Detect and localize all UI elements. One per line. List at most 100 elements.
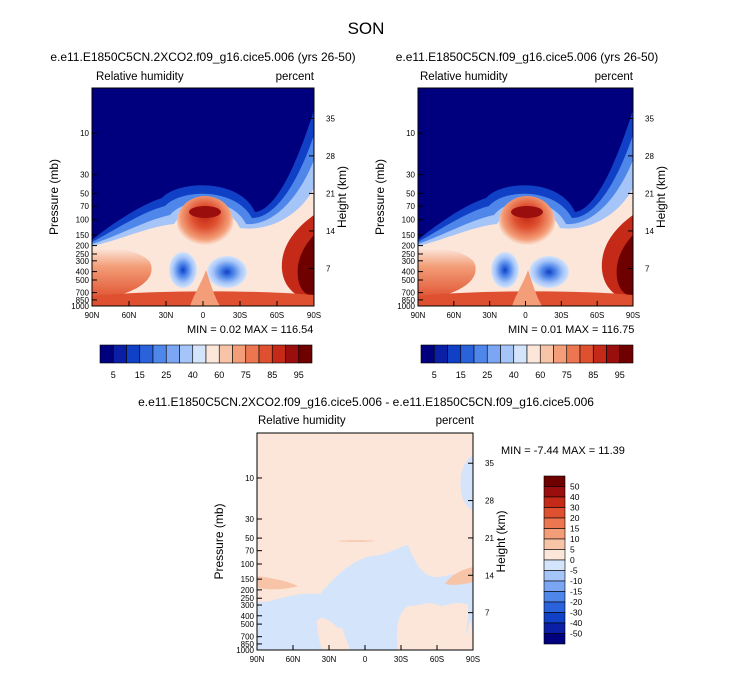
colorbar-box bbox=[258, 344, 273, 364]
variable-label: Relative humidity bbox=[96, 71, 184, 83]
y-tick-label: 200 bbox=[76, 242, 90, 251]
x-tick-label: 60N bbox=[446, 311, 461, 320]
variable-label: Relative humidity bbox=[420, 71, 508, 83]
y-tick-label: 200 bbox=[402, 242, 416, 251]
y-tick-label: 50 bbox=[245, 534, 254, 543]
x-tick-label: 0 bbox=[363, 655, 368, 664]
colorbar-box bbox=[447, 344, 462, 364]
y-tick-label: 300 bbox=[76, 257, 90, 266]
units-label: percent bbox=[595, 71, 634, 83]
colorbar-box bbox=[543, 601, 566, 613]
colorbar-label: 75 bbox=[562, 370, 572, 380]
x-tick-label: 30N bbox=[159, 311, 174, 320]
panel-title: e.e11.E1850C5CN.2XCO2.f09_g16.cice5.006 … bbox=[138, 395, 594, 409]
colorbar-label: 25 bbox=[161, 370, 171, 380]
contour-field bbox=[418, 88, 633, 306]
y-tick-label: 500 bbox=[402, 276, 416, 285]
y-tick-label: 300 bbox=[241, 601, 255, 610]
colorbar-box bbox=[619, 344, 634, 364]
colorbar-box bbox=[232, 344, 247, 364]
y-right-tick-label: 21 bbox=[326, 189, 335, 198]
colorbar-box bbox=[543, 549, 566, 561]
x-tick-label: 30S bbox=[233, 311, 247, 320]
x-tick-label: 30N bbox=[482, 311, 497, 320]
colorbar-label: 85 bbox=[588, 370, 598, 380]
colorbar-box bbox=[543, 475, 566, 487]
colorbar-box bbox=[112, 344, 127, 364]
colorbar-box bbox=[126, 344, 141, 364]
colorbar-box bbox=[543, 580, 566, 592]
colorbar-label: 5 bbox=[570, 545, 575, 555]
colorbar-label: 40 bbox=[570, 492, 580, 502]
colorbar-box bbox=[99, 344, 114, 364]
x-tick-label: 30N bbox=[322, 655, 337, 664]
colorbar-label: -40 bbox=[570, 618, 583, 628]
y-right-tick-label: 35 bbox=[326, 114, 335, 123]
colorbar-box bbox=[165, 344, 180, 364]
y-tick-label: 850 bbox=[76, 296, 90, 305]
colorbar-label: 95 bbox=[615, 370, 625, 380]
y-tick-label: 1000 bbox=[397, 302, 415, 311]
y-right-tick-label: 21 bbox=[485, 534, 494, 543]
colorbar-box bbox=[513, 344, 528, 364]
y-tick-label: 850 bbox=[402, 296, 416, 305]
y-tick-label: 30 bbox=[245, 515, 254, 524]
y-tick-label: 100 bbox=[402, 216, 416, 225]
colorbar-box bbox=[539, 344, 554, 364]
colorbar-box bbox=[592, 344, 607, 364]
colorbar-right: 5 15 25 40 60 75 85 95 bbox=[420, 344, 634, 380]
x-tick-label: 60N bbox=[122, 311, 137, 320]
colorbar-label: 10 bbox=[570, 534, 580, 544]
colorbar-box bbox=[543, 507, 566, 519]
colorbar-box bbox=[579, 344, 594, 364]
x-tick-label: 60N bbox=[286, 655, 301, 664]
colorbar-label: 60 bbox=[214, 370, 224, 380]
colorbar-box bbox=[139, 344, 154, 364]
panel-difference: e.e11.E1850C5CN.2XCO2.f09_g16.cice5.006 … bbox=[138, 395, 625, 664]
y-axis-label: Pressure (mb) bbox=[373, 159, 387, 235]
x-tick-label: 90N bbox=[85, 311, 100, 320]
y-right-tick-label: 35 bbox=[485, 459, 494, 468]
stats-text: MIN = 0.02 MAX = 116.54 bbox=[187, 324, 313, 336]
y-tick-label: 50 bbox=[406, 190, 415, 199]
y-tick-label: 250 bbox=[402, 250, 416, 259]
y-tick-label: 150 bbox=[241, 575, 255, 584]
variable-label: Relative humidity bbox=[258, 415, 346, 427]
x-tick-label: 90N bbox=[250, 655, 265, 664]
colorbar-label: -5 bbox=[570, 566, 578, 576]
x-tick-label: 60S bbox=[590, 311, 604, 320]
colorbar-label: 50 bbox=[570, 482, 580, 492]
y-right-tick-label: 14 bbox=[645, 227, 654, 236]
page-title: SON bbox=[348, 19, 385, 38]
x-tick-label: 0 bbox=[201, 311, 206, 320]
panel-title: e.e11.E1850C5CN.f09_g16.cice5.006 (yrs 2… bbox=[396, 50, 659, 64]
y-tick-label: 30 bbox=[80, 170, 89, 179]
panel-control: e.e11.E1850C5CN.f09_g16.cice5.006 (yrs 2… bbox=[373, 50, 668, 336]
y-right-axis-label: Height (km) bbox=[335, 166, 349, 228]
x-tick-label: 90S bbox=[626, 311, 640, 320]
colorbar-label: 20 bbox=[570, 513, 580, 523]
colorbar-label: 0 bbox=[570, 555, 575, 565]
colorbar-label: 95 bbox=[294, 370, 304, 380]
colorbar-box bbox=[473, 344, 488, 364]
colorbar-box bbox=[271, 344, 286, 364]
y-right-tick-label: 7 bbox=[645, 264, 650, 273]
y-right-tick-label: 14 bbox=[326, 227, 335, 236]
colorbar-box bbox=[606, 344, 621, 364]
contour-field bbox=[257, 433, 473, 650]
y-tick-label: 30 bbox=[406, 170, 415, 179]
y-tick-label: 100 bbox=[76, 216, 90, 225]
colorbar-label: 30 bbox=[570, 503, 580, 513]
colorbar-box bbox=[543, 486, 566, 498]
colorbar-left: 5 15 25 40 60 75 85 95 bbox=[99, 344, 313, 380]
y-tick-label: 250 bbox=[241, 594, 255, 603]
contour-field bbox=[92, 88, 314, 306]
y-right-tick-label: 28 bbox=[326, 152, 335, 161]
x-tick-label: 0 bbox=[523, 311, 528, 320]
colorbar-box bbox=[460, 344, 475, 364]
colorbar-box bbox=[179, 344, 194, 364]
colorbar-box bbox=[298, 344, 313, 364]
x-tick-label: 90N bbox=[411, 311, 426, 320]
axes: 90N 60N 30N 0 30S 60S 90S103050701001502002503… bbox=[212, 459, 508, 664]
